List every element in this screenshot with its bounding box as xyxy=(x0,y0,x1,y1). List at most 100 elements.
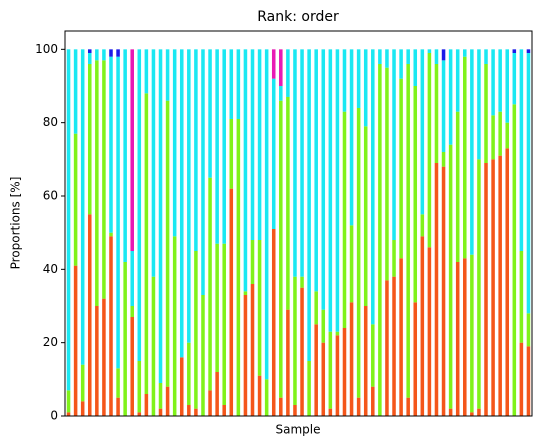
bar-segment xyxy=(165,386,170,416)
bar-segment xyxy=(264,379,269,416)
bar-segment xyxy=(229,119,234,189)
bar-segment xyxy=(371,49,375,325)
bar-segment xyxy=(229,49,234,120)
y-tick-label: 0 xyxy=(50,409,58,423)
bar-segment xyxy=(66,49,71,391)
bar-segment xyxy=(137,361,142,413)
bar-segment xyxy=(102,298,106,416)
bar-segment xyxy=(342,111,347,329)
y-tick-label: 40 xyxy=(43,262,58,276)
bar-segment xyxy=(519,251,524,343)
bar-segment xyxy=(215,243,219,372)
bar-segment xyxy=(151,49,156,277)
bar-segment xyxy=(201,295,205,416)
bar-segment xyxy=(427,49,432,53)
bar-segment xyxy=(371,386,375,416)
bar-segment xyxy=(491,49,495,116)
bar-segment xyxy=(271,78,276,230)
bar-segment xyxy=(66,412,71,416)
bar-segment xyxy=(434,49,439,64)
bar-segment xyxy=(250,284,255,416)
bar-segment xyxy=(187,405,191,416)
bar-segment xyxy=(413,302,418,416)
bar-segment xyxy=(250,49,255,241)
bar-segment xyxy=(236,119,241,416)
bar-segment xyxy=(165,100,170,387)
bar-segment xyxy=(477,159,481,409)
bar-segment xyxy=(80,364,85,402)
bar-segment xyxy=(406,397,410,416)
bar-segment xyxy=(307,361,311,416)
bar-segment xyxy=(300,276,304,288)
bar-segment xyxy=(470,412,474,416)
bar-segment xyxy=(279,86,283,101)
bar-segment xyxy=(73,265,78,416)
bar-segment xyxy=(463,49,467,57)
bar-segment xyxy=(314,49,318,292)
bar-segment xyxy=(243,295,248,416)
bar-segment xyxy=(526,53,531,314)
bar-segment xyxy=(286,97,290,310)
bar-segment xyxy=(229,188,234,416)
bar-segment xyxy=(385,49,389,68)
bar-segment xyxy=(130,49,134,252)
bar-segment xyxy=(484,64,488,163)
bar-segment xyxy=(116,368,120,398)
bar-segment xyxy=(300,49,304,277)
chart-title: Rank: order xyxy=(257,9,339,25)
bar-segment xyxy=(335,49,340,332)
bar-segment xyxy=(187,49,191,343)
bar-segment xyxy=(279,397,283,416)
bar-segment xyxy=(208,177,212,391)
bar-segment xyxy=(144,93,149,394)
x-axis-label: Sample xyxy=(276,423,321,437)
bar-segment xyxy=(356,397,361,416)
bar-segment xyxy=(130,306,134,317)
bar-segment xyxy=(279,49,283,86)
bar-segment xyxy=(286,309,290,416)
y-tick-label: 20 xyxy=(43,335,58,349)
bar-segment xyxy=(406,64,410,398)
bar-segment xyxy=(392,276,396,416)
bar-segment xyxy=(215,49,219,244)
bar-segment xyxy=(194,251,198,409)
bar-segment xyxy=(420,49,425,215)
bar-segment xyxy=(434,163,439,416)
bar-segment xyxy=(109,232,113,237)
bar-segment xyxy=(378,49,382,64)
bar-segment xyxy=(158,49,163,383)
bar-segment xyxy=(279,100,283,398)
bar-segment xyxy=(378,64,382,416)
bar-segment xyxy=(95,306,99,416)
bar-segment xyxy=(194,408,198,416)
bar-segment xyxy=(130,317,134,416)
bar-segment xyxy=(363,49,368,127)
bar-segment xyxy=(526,49,531,53)
bar-segment xyxy=(222,49,226,244)
bar-segment xyxy=(420,214,425,237)
bar-segment xyxy=(109,49,113,57)
bar-segment xyxy=(427,53,432,248)
bar-segment xyxy=(335,331,340,336)
bar-segment xyxy=(498,155,502,416)
y-axis-label: Proportions [%] xyxy=(9,177,23,270)
bar-segment xyxy=(172,236,177,416)
bar-segment xyxy=(392,49,396,241)
bar-segment xyxy=(349,302,354,416)
bar-segment xyxy=(498,111,502,156)
bar-segment xyxy=(208,390,212,416)
bar-segment xyxy=(342,49,347,112)
bar-segment xyxy=(80,401,85,416)
bar-segment xyxy=(484,49,488,64)
bar-segment xyxy=(328,408,333,416)
bar-segment xyxy=(427,247,432,416)
bar-segment xyxy=(144,49,149,94)
bar-segment xyxy=(441,166,446,416)
bar-segment xyxy=(484,163,488,416)
bar-segment xyxy=(463,258,467,416)
bar-segment xyxy=(243,291,248,295)
bar-segment xyxy=(519,49,524,252)
bar-segment xyxy=(158,383,163,409)
bar-segment xyxy=(137,49,142,361)
